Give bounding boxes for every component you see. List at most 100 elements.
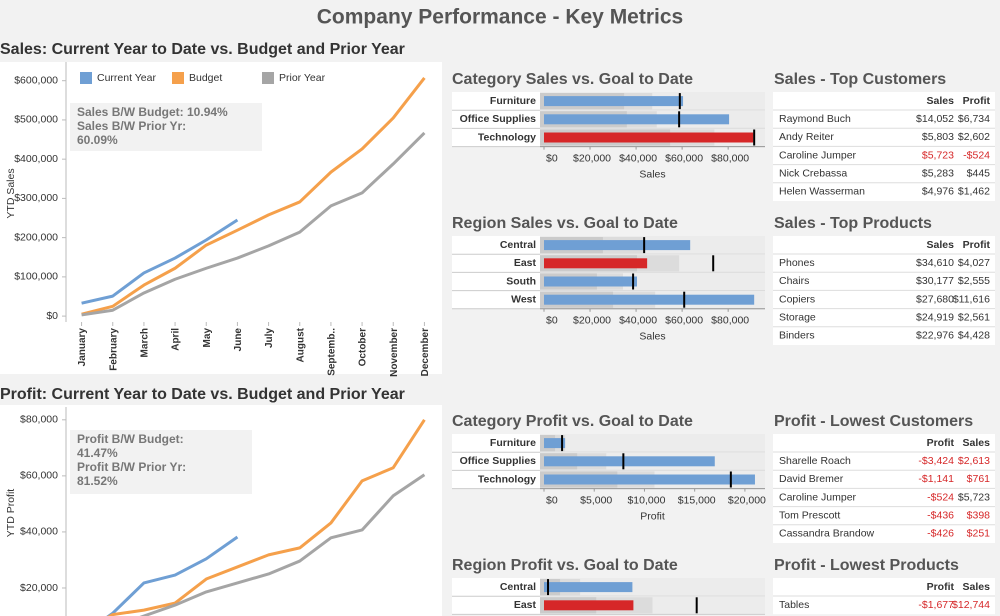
x-tick-label: $0 xyxy=(546,315,558,327)
row-label: West xyxy=(511,293,536,305)
table-cell: Caroline Jumper xyxy=(779,149,857,161)
series-group xyxy=(81,77,426,317)
bar xyxy=(544,96,684,107)
y-tick-label: $100,000 xyxy=(14,271,58,283)
legend-label: Current Year xyxy=(97,72,156,84)
column-header: Profit xyxy=(927,581,955,593)
row-label: East xyxy=(514,599,537,611)
bar xyxy=(544,132,754,143)
annotation-text: Profit B/W Budget: xyxy=(77,432,184,446)
x-tick-label: $0 xyxy=(546,152,558,164)
table-cell: $30,177 xyxy=(916,275,954,287)
x-tick-label: $0 xyxy=(546,494,558,506)
annotation-box xyxy=(70,430,252,494)
table-cell: $4,027 xyxy=(958,257,990,269)
y-tick-label: $20,000 xyxy=(20,582,58,594)
x-tick-label: August xyxy=(295,327,306,362)
table-cell: $2,602 xyxy=(958,131,990,143)
row-label: Central xyxy=(500,581,536,593)
x-tick-label: $20,000 xyxy=(573,315,611,327)
y-tick-label: $40,000 xyxy=(20,526,58,538)
table-cell: $22,976 xyxy=(916,330,954,342)
table-cell: David Bremer xyxy=(779,473,844,485)
y-axis-label: YTD Sales xyxy=(5,168,17,218)
table-cell: -$1,141 xyxy=(918,473,954,485)
table-cell: $1,462 xyxy=(958,186,990,198)
table-cell: $5,283 xyxy=(922,167,954,179)
row-label: Technology xyxy=(478,473,536,485)
x-tick-label: Septemb.. xyxy=(327,328,338,376)
table-cell: $4,976 xyxy=(922,186,954,198)
x-axis-label: Sales xyxy=(639,168,665,180)
series-line xyxy=(81,218,239,305)
column-header: Profit xyxy=(963,239,991,251)
x-tick-label: $40,000 xyxy=(619,315,657,327)
bar xyxy=(544,114,730,125)
bar xyxy=(544,240,691,251)
table-cell: Cassandra Brandow xyxy=(779,528,875,540)
chart-title: Category Sales vs. Goal to Date xyxy=(452,71,693,88)
bar xyxy=(544,456,715,467)
x-tick-label: March xyxy=(140,328,151,357)
x-tick-label: $80,000 xyxy=(711,315,749,327)
annotation-box xyxy=(70,103,262,151)
table-cell: $2,561 xyxy=(958,311,990,323)
x-tick-label: $5,000 xyxy=(580,494,612,506)
row-label: Furniture xyxy=(490,95,536,107)
annotation-text: Profit B/W Prior Yr: xyxy=(77,460,186,474)
column-header: Sales xyxy=(927,239,955,251)
row-band xyxy=(540,434,765,453)
table-cell: Tom Prescott xyxy=(779,509,840,521)
chart-title: Region Sales vs. Goal to Date xyxy=(452,215,678,232)
table-cell: -$1,677 xyxy=(918,599,954,611)
table-cell: $34,610 xyxy=(916,257,954,269)
table-cell: $5,723 xyxy=(922,149,954,161)
table-title: Profit - Lowest Products xyxy=(774,557,959,574)
table-cell: $4,428 xyxy=(958,330,990,342)
table-cell: $2,613 xyxy=(958,455,990,467)
table-cell: $11,616 xyxy=(953,293,990,305)
legend-swatch xyxy=(80,72,92,84)
x-tick-label: December xyxy=(420,328,431,376)
table-cell: -$426 xyxy=(927,528,954,540)
y-tick-label: $500,000 xyxy=(14,114,58,126)
x-tick-label: July xyxy=(264,328,275,348)
x-tick-label: May xyxy=(202,328,213,348)
table-cell: -$3,424 xyxy=(918,455,954,467)
row-label: East xyxy=(514,257,537,269)
table-cell: $27,680 xyxy=(916,293,954,305)
table-cell: $5,803 xyxy=(922,131,954,143)
y-tick-label: $200,000 xyxy=(14,231,58,243)
annotation-text: 41.47% xyxy=(77,446,118,460)
series-line xyxy=(139,473,426,616)
series-line xyxy=(107,418,426,616)
table-cell: Binders xyxy=(779,330,815,342)
bar xyxy=(544,474,755,485)
table-cell: $398 xyxy=(967,509,991,521)
table-cell: -$524 xyxy=(927,491,954,503)
table-cell: -$524 xyxy=(963,149,990,161)
table-cell: Phones xyxy=(779,257,815,269)
table-cell: Raymond Buch xyxy=(779,113,851,125)
legend-swatch xyxy=(172,72,184,84)
dashboard-title: Company Performance - Key Metrics xyxy=(317,6,683,29)
chart-title: Profit: Current Year to Date vs. Budget … xyxy=(0,386,405,403)
table-title: Sales - Top Products xyxy=(774,215,932,232)
row-label: Office Supplies xyxy=(460,113,537,125)
x-tick-label: February xyxy=(108,328,119,371)
x-tick-label: $60,000 xyxy=(665,315,703,327)
table-cell: $5,723 xyxy=(958,491,990,503)
y-tick-label: $0 xyxy=(46,310,58,322)
column-header: Sales xyxy=(927,95,955,107)
column-header: Profit xyxy=(927,437,955,449)
table-title: Profit - Lowest Customers xyxy=(774,413,973,430)
table-cell: Sharelle Roach xyxy=(779,455,851,467)
x-tick-label: $10,000 xyxy=(627,494,665,506)
series-line xyxy=(106,535,239,616)
y-tick-label: $600,000 xyxy=(14,74,58,86)
table-cell: $6,734 xyxy=(958,113,990,125)
bar xyxy=(544,438,566,449)
x-tick-label: June xyxy=(233,328,244,352)
table-cell: Helen Wasserman xyxy=(779,186,865,198)
